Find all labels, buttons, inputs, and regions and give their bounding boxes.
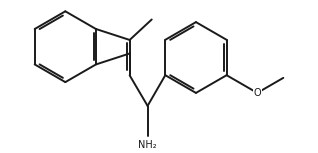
- Text: NH₂: NH₂: [138, 140, 157, 150]
- Text: O: O: [253, 88, 261, 98]
